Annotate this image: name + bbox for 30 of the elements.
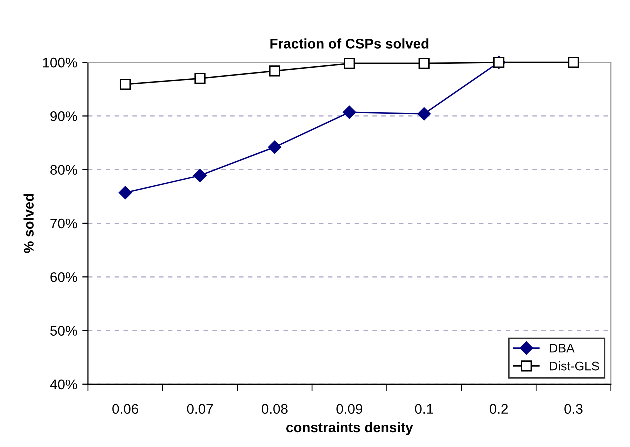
x-tick-label: 0.06 xyxy=(112,404,138,414)
x-axis-title: constraints density xyxy=(286,422,414,436)
point xyxy=(269,66,281,77)
point xyxy=(418,58,430,70)
x-tick-label: 0.09 xyxy=(336,404,363,414)
chart-title: Fraction of CSPs solved xyxy=(270,38,429,49)
point xyxy=(120,79,132,90)
point xyxy=(194,169,207,182)
x-tick-label: 0.08 xyxy=(262,404,288,414)
y-tick-label: 90% xyxy=(50,112,78,122)
x-tick-label: 0.1 xyxy=(415,404,434,414)
y-tick-label: 70% xyxy=(50,218,78,229)
y-tick-label: 60% xyxy=(50,272,78,282)
legend-label: Dist-GLS xyxy=(550,362,600,371)
point xyxy=(418,107,431,121)
point xyxy=(343,106,356,120)
x-tick-label: 0.3 xyxy=(564,404,583,414)
y-tick-label: 40% xyxy=(50,380,78,390)
y-axis-title: % solved xyxy=(24,194,34,254)
x-tick-label: 0.07 xyxy=(187,404,214,414)
point xyxy=(118,186,132,200)
point xyxy=(568,57,580,68)
y-tick-label: 100% xyxy=(43,58,78,68)
point xyxy=(268,140,282,154)
y-tick-label: 50% xyxy=(50,326,78,336)
point xyxy=(194,73,206,84)
x-tick-label: 0.2 xyxy=(490,404,508,414)
point xyxy=(344,58,356,70)
y-tick-label: 80% xyxy=(50,165,78,176)
legend-label: DBA xyxy=(550,344,575,353)
